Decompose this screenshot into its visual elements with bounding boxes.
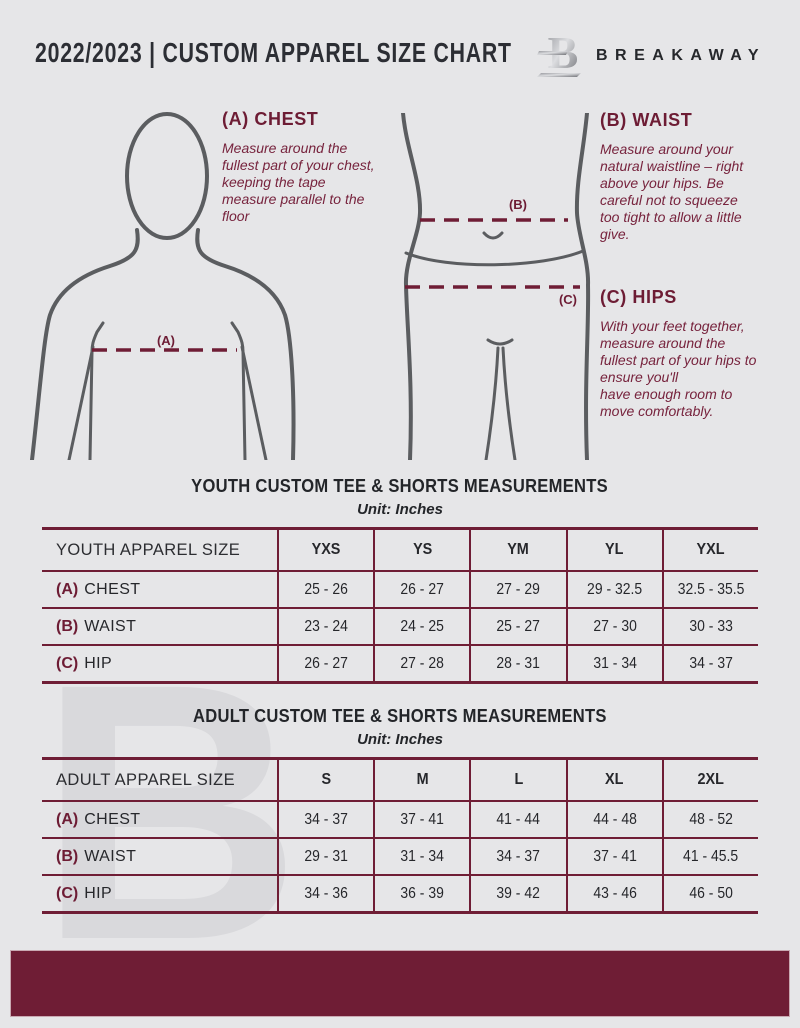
row-label-cell: (C) HIP (56, 884, 113, 902)
right-shoulder-arm-outline (195, 228, 296, 460)
left-chest-line (88, 321, 105, 460)
adult-section-title-text: ADULT CUSTOM TEE & SHORTS MEASUREMENTS (193, 706, 607, 726)
column-header-yxs: YXS (277, 530, 373, 570)
crotch-curve (486, 338, 514, 346)
footer-bar (10, 950, 790, 1017)
page-title: 2022/2023 | CUSTOM APPAREL SIZE CHART (35, 37, 662, 69)
value-cell: 41 - 44 (469, 802, 565, 837)
value-cell: 27 - 28 (373, 646, 469, 681)
value-cell: 44 - 48 (565, 802, 662, 837)
chest-marker-label: (A) (156, 333, 176, 348)
value-cell: 25 - 27 (469, 609, 565, 644)
value-cell: 34 - 37 (661, 646, 758, 681)
waist-marker-label: (B) (508, 197, 528, 212)
chest-heading: (A) CHEST (222, 109, 319, 129)
value-cell: 24 - 25 (373, 609, 469, 644)
youth-chest-row: (A) CHEST 25 - 26 26 - 27 27 - 29 29 - 32… (42, 570, 758, 607)
page-title-text: 2022/2023 | CUSTOM APPAREL SIZE CHART (35, 37, 512, 68)
column-header-yxl: YXL (661, 530, 758, 570)
value-cell: 39 - 42 (469, 876, 565, 911)
value-cell: 48 - 52 (661, 802, 758, 837)
brand-name: BREAKAWAY (596, 47, 767, 64)
value-cell: 34 - 37 (469, 839, 565, 874)
value-cell: 31 - 34 (373, 839, 469, 874)
column-header-xl: XL (565, 760, 662, 800)
column-header-2xl: 2XL (661, 760, 758, 800)
column-header-l: L (469, 760, 565, 800)
youth-size-column-header: YOUTH APPAREL SIZE (56, 540, 241, 559)
value-cell: 37 - 41 (373, 802, 469, 837)
right-chest-line (230, 321, 247, 460)
lower-body-diagram (401, 113, 591, 460)
row-label-cell: (A) CHEST (56, 810, 141, 828)
column-header-ym: YM (469, 530, 565, 570)
head-outline (125, 112, 209, 240)
column-header-ys: YS (373, 530, 469, 570)
value-cell: 27 - 29 (469, 572, 565, 607)
column-header-s: S (277, 760, 373, 800)
left-inner-arm-line (67, 345, 95, 460)
value-cell: 34 - 37 (277, 802, 373, 837)
torso-diagram (30, 112, 296, 460)
youth-unit-label: Unit: Inches (357, 501, 443, 518)
youth-size-table: YOUTH APPAREL SIZE YXS YS YM YL YXL (A) C… (42, 527, 758, 684)
left-shoulder-arm-outline (30, 228, 140, 460)
breakaway-b-logo-icon: B (536, 24, 586, 82)
value-cell: 26 - 27 (373, 572, 469, 607)
value-cell: 34 - 36 (277, 876, 373, 911)
value-cell: 29 - 31 (277, 839, 373, 874)
right-hip-outline (574, 113, 591, 460)
value-cell: 37 - 41 (565, 839, 662, 874)
adult-table-header-row: ADULT APPAREL SIZE S M L XL 2XL (42, 760, 758, 800)
value-cell: 28 - 31 (469, 646, 565, 681)
value-cell: 29 - 32.5 (565, 572, 662, 607)
waist-instructions: Measure around your natural waistline – … (600, 141, 744, 243)
navel-mark (482, 231, 504, 240)
youth-waist-row: (B) WAIST 23 - 24 24 - 25 25 - 27 27 - 30… (42, 607, 758, 644)
hips-instructions: With your feet together, measure around … (600, 318, 757, 420)
value-cell: 26 - 27 (277, 646, 373, 681)
adult-hip-row: (C) HIP 34 - 36 36 - 39 39 - 42 43 - 46 4… (42, 874, 758, 911)
adult-chest-row: (A) CHEST 34 - 37 37 - 41 41 - 44 44 - 48… (42, 800, 758, 837)
youth-hip-row: (C) HIP 26 - 27 27 - 28 28 - 31 31 - 34 3… (42, 644, 758, 681)
left-inner-leg-line (484, 346, 500, 460)
youth-section-title-text: YOUTH CUSTOM TEE & SHORTS MEASUREMENTS (191, 476, 609, 496)
value-cell: 25 - 26 (277, 572, 373, 607)
adult-unit-label: Unit: Inches (357, 731, 443, 748)
hips-heading: (C) HIPS (600, 287, 677, 307)
youth-table-header-row: YOUTH APPAREL SIZE YXS YS YM YL YXL (42, 530, 758, 570)
row-label-cell: (A) CHEST (56, 580, 141, 598)
hips-marker-label: (C) (558, 292, 578, 307)
waistband-curve (404, 249, 585, 267)
value-cell: 41 - 45.5 (661, 839, 758, 874)
row-label-cell: (B) WAIST (56, 847, 137, 865)
value-cell: 43 - 46 (565, 876, 662, 911)
youth-section-title: YOUTH CUSTOM TEE & SHORTS MEASUREMENTS (0, 476, 800, 497)
adult-size-table: ADULT APPAREL SIZE S M L XL 2XL (A) CHEST… (42, 757, 758, 914)
value-cell: 30 - 33 (661, 609, 758, 644)
row-label-cell: (C) HIP (56, 654, 113, 672)
column-header-yl: YL (565, 530, 662, 570)
value-cell: 23 - 24 (277, 609, 373, 644)
breakaway-watermark-letter: B (38, 609, 302, 1016)
right-inner-arm-line (240, 345, 268, 460)
value-cell: 36 - 39 (373, 876, 469, 911)
chest-instructions: Measure around the fullest part of your … (222, 140, 375, 225)
value-cell: 31 - 34 (565, 646, 662, 681)
column-header-m: M (373, 760, 469, 800)
row-label-cell: (B) WAIST (56, 617, 137, 635)
value-cell: 46 - 50 (661, 876, 758, 911)
adult-waist-row: (B) WAIST 29 - 31 31 - 34 34 - 37 37 - 41… (42, 837, 758, 874)
left-hip-outline (401, 113, 423, 460)
adult-size-column-header: ADULT APPAREL SIZE (56, 770, 235, 789)
waist-heading: (B) WAIST (600, 110, 693, 130)
adult-section-title: ADULT CUSTOM TEE & SHORTS MEASUREMENTS (0, 706, 800, 727)
value-cell: 27 - 30 (565, 609, 662, 644)
value-cell: 32.5 - 35.5 (661, 572, 758, 607)
right-inner-leg-line (501, 346, 517, 460)
